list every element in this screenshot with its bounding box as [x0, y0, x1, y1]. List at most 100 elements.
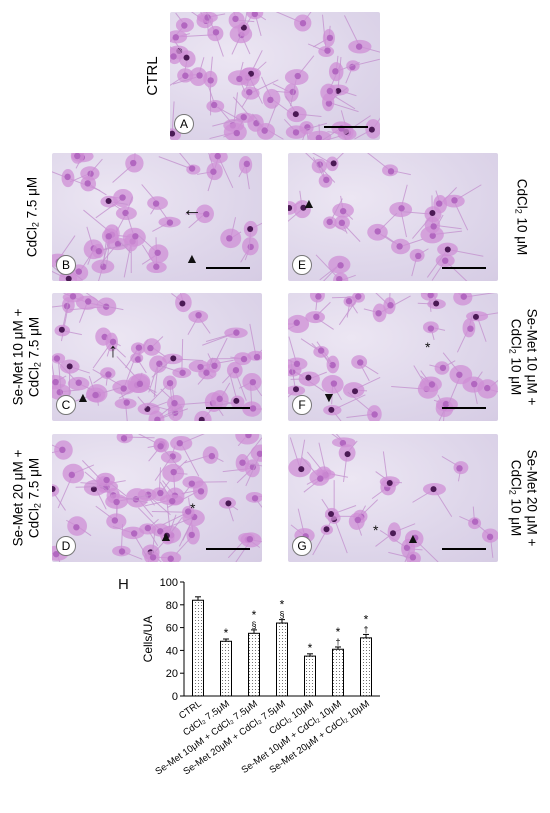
cell-nucleus	[114, 240, 122, 248]
cell-process	[57, 358, 62, 396]
cell-nucleus	[66, 363, 73, 370]
cell-nucleus	[456, 465, 463, 472]
cell-nucleus	[354, 516, 362, 524]
cell-nucleus	[65, 275, 72, 281]
micrograph-panel-f: * ▼ F	[288, 293, 498, 421]
significance-mark: *	[280, 598, 285, 612]
cell-nucleus	[246, 535, 254, 543]
cell-nucleus	[157, 443, 164, 450]
cell-nucleus	[226, 235, 233, 242]
cell-nucleus	[58, 326, 65, 333]
arrowhead-marker: ▲	[76, 389, 90, 405]
cell-nucleus	[292, 129, 300, 136]
cell-culture-image	[52, 434, 262, 562]
significance-mark: *	[308, 641, 313, 655]
cell-nucleus	[95, 247, 103, 255]
cell-nucleus	[396, 243, 403, 250]
cell-nucleus	[134, 356, 142, 363]
cell-nucleus	[267, 96, 274, 104]
panel-label-c: C	[56, 395, 76, 415]
cell-nucleus	[471, 380, 478, 388]
cell-nucleus	[249, 463, 257, 471]
bar	[332, 648, 344, 697]
cell-nucleus	[247, 243, 254, 251]
scale-bar	[206, 267, 250, 269]
cell-nucleus	[68, 471, 76, 479]
cell-nucleus	[214, 153, 221, 160]
cell-nucleus	[170, 355, 177, 362]
cell-process	[249, 323, 257, 356]
cell-nucleus	[345, 297, 353, 305]
cell-nucleus	[324, 47, 331, 54]
cell-nucleus	[336, 275, 343, 281]
cell-nucleus	[428, 381, 436, 388]
cell-nucleus	[451, 197, 458, 204]
cell-nucleus	[460, 293, 467, 300]
cell-nucleus	[64, 173, 71, 181]
micrograph-panel-d: * ▲ D	[52, 434, 262, 562]
panel-label-f: F	[292, 395, 312, 415]
cell-nucleus	[176, 439, 183, 447]
panel-label-g: G	[292, 536, 312, 556]
cell-culture-image	[52, 153, 262, 281]
cell-nucleus	[313, 313, 320, 321]
arrowhead-marker: ▼	[322, 389, 336, 405]
cell-nucleus	[240, 355, 248, 363]
arrowhead-marker: ▲	[185, 250, 199, 266]
cell-nucleus	[439, 364, 447, 372]
cell-nucleus	[105, 371, 112, 378]
cell-nucleus	[85, 298, 92, 305]
micrograph-panel-e: ▲ E	[288, 153, 498, 281]
bar	[304, 655, 316, 697]
cell-nucleus	[163, 532, 170, 539]
cell-nucleus	[232, 367, 240, 374]
cell-nucleus	[236, 75, 243, 83]
cell-nucleus	[429, 232, 436, 239]
side-label-a: CTRL	[144, 56, 161, 96]
cell-nucleus	[298, 466, 305, 473]
cell-nucleus	[387, 302, 394, 309]
cell-nucleus	[352, 388, 359, 395]
cell-nucleus	[335, 87, 342, 94]
panel-label-a: A	[174, 114, 194, 134]
cell-nucleus	[154, 249, 161, 256]
cell-nucleus	[113, 498, 120, 506]
arrowhead-marker: ▲	[159, 528, 173, 544]
cell-nucleus	[261, 127, 268, 134]
cell-nucleus	[208, 452, 216, 460]
cell-nucleus	[203, 210, 210, 218]
cell-nucleus	[430, 223, 437, 230]
cell-nucleus	[207, 77, 214, 84]
cell-nucleus	[169, 497, 176, 505]
cell-body	[194, 410, 212, 421]
significance-mark: §	[251, 620, 256, 630]
cell-nucleus	[251, 12, 259, 18]
cell-nucleus	[471, 518, 479, 525]
cell-nucleus	[371, 411, 378, 418]
cell-nucleus	[323, 526, 330, 533]
significance-mark: §	[279, 610, 284, 620]
cell-nucleus	[185, 508, 192, 515]
cell-process	[333, 517, 348, 554]
cell-nucleus	[456, 371, 463, 378]
cell-nucleus	[293, 386, 300, 393]
cell-nucleus	[56, 389, 63, 396]
cell-nucleus	[326, 34, 334, 42]
side-label-e: CdCl2 10 μM	[513, 178, 530, 256]
cell-nucleus	[120, 385, 127, 392]
cell-nucleus	[429, 209, 436, 216]
y-tick-label: 0	[172, 691, 178, 703]
cell-nucleus	[152, 200, 160, 207]
cell-nucleus	[100, 263, 107, 270]
panel-label-e: E	[292, 255, 312, 275]
cell-nucleus	[253, 120, 260, 127]
cell-nucleus	[398, 205, 405, 212]
cell-nucleus	[239, 459, 246, 466]
bar	[192, 599, 204, 697]
cell-nucleus	[330, 380, 338, 387]
cell-culture-image	[288, 434, 498, 562]
cell-nucleus	[387, 168, 395, 175]
cell-nucleus	[105, 233, 112, 240]
cell-nucleus	[188, 531, 195, 539]
cell-nucleus	[249, 378, 257, 386]
